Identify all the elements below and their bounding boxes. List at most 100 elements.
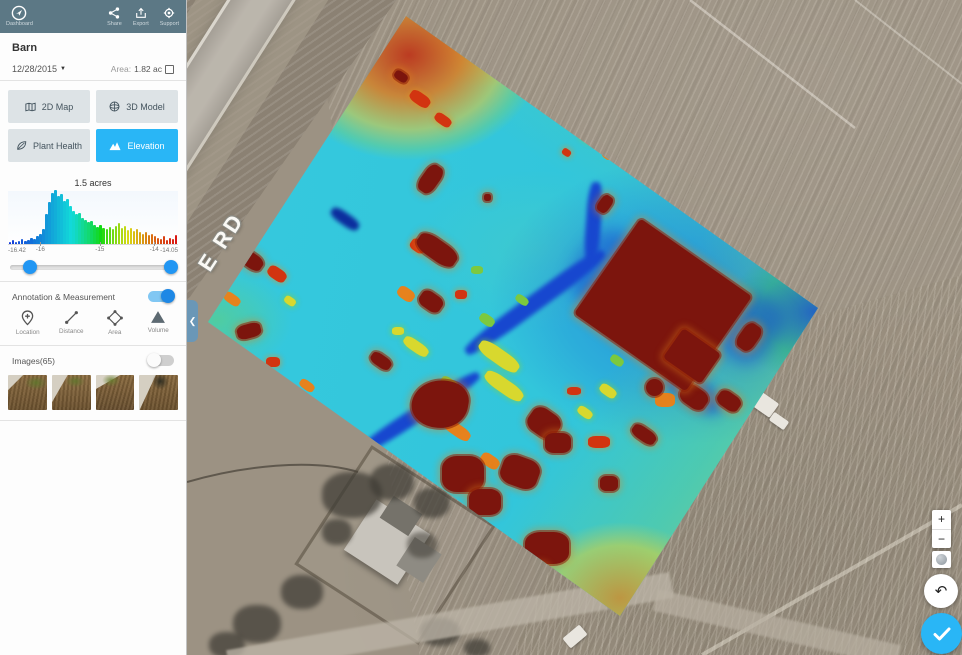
histogram-bar [129,228,133,244]
histogram-bar [108,227,111,244]
heat-blob [483,193,491,201]
tree-shadow [322,519,352,545]
globe-icon [109,101,120,112]
histogram-bar [168,237,172,244]
heat-blob [655,393,675,407]
share-icon [108,7,120,20]
image-thumbnail[interactable] [139,375,178,410]
image-thumbnail[interactable] [8,375,47,410]
support-button[interactable]: Support [160,7,179,27]
histogram-bar [156,237,160,244]
histogram-bar [114,226,117,244]
heat-blob [432,110,454,130]
histogram-bar [81,218,84,244]
histogram-bar [144,232,148,244]
export-button[interactable]: Export [133,7,149,27]
histogram-bar [138,232,142,244]
histogram-bar [87,222,90,244]
location-pin-icon [21,310,34,326]
heat-blob [497,451,543,493]
histogram-bar [12,240,15,244]
elevation-histogram-panel: 1.5 acres -16.42 -14.05 -16 -15 -14 [0,171,186,275]
axis-tick-label: -14 [149,246,159,253]
histogram-bar [90,221,93,244]
histogram-bar [30,237,33,244]
heat-blob [481,367,527,405]
area-polygon-icon [106,310,123,326]
elevation-histogram [8,190,178,245]
dashboard-button[interactable]: Dashboard [6,5,33,27]
histogram-bar [102,227,105,244]
measurement-tools: Location Distance Area Volume [0,307,186,345]
tree-shadow [370,464,414,500]
leaf-icon [17,141,27,150]
image-thumbnails [0,371,186,420]
heat-blob [413,229,461,271]
histogram-bar [153,236,157,244]
heat-blob [588,436,610,448]
heat-blob [282,294,298,308]
tool-distance[interactable]: Distance [52,310,90,336]
histogram-bar [120,227,123,244]
tool-location[interactable]: Location [9,310,47,336]
share-button[interactable]: Share [107,7,122,27]
slider-track[interactable] [10,265,176,270]
histogram-bar [21,239,24,244]
annotation-toggle[interactable] [148,289,175,303]
tab-3d-model[interactable]: 3D Model [96,90,178,123]
histogram-axis: -16.42 -14.05 -16 -15 -14 [8,242,178,256]
histogram-bar [66,198,69,244]
image-thumbnail[interactable] [95,375,135,410]
heat-blob [235,321,263,341]
histogram-bar [111,229,114,244]
images-toggle[interactable] [147,353,174,367]
heat-blob [600,475,618,491]
tab-plant-health[interactable]: Plant Health [8,129,90,162]
tab-2d-map[interactable]: 2D Map [8,90,90,123]
date-selector[interactable]: 12/28/2015 ▼ [12,64,66,74]
histogram-bar [51,192,54,244]
slider-handle-max[interactable] [164,260,179,274]
histogram-bar [54,190,57,244]
heat-blob [567,387,581,395]
undo-button[interactable]: ↶ [924,574,958,608]
heat-blob [266,357,280,367]
histogram-bar [147,235,151,244]
histogram-bar [24,241,27,244]
image-thumbnail[interactable] [51,375,91,410]
divider [0,345,186,346]
zoom-in-button[interactable]: + [932,510,951,530]
tool-area[interactable]: Area [96,310,134,336]
histogram-bar [72,210,75,244]
undo-icon: ↶ [934,583,948,600]
chevron-left-icon: ❮ [188,315,197,326]
heat-blob [328,204,362,234]
heat-blob [629,421,659,447]
sidebar-collapse-tab[interactable]: ❮ [187,300,198,342]
heat-blob [416,287,446,315]
histogram-bar [60,194,63,244]
map-canvas[interactable]: E RD ❮ + − ↶ [187,0,962,655]
basemap-toggle-button[interactable] [932,551,951,568]
mountain-icon [109,141,122,150]
tree-shadow [407,532,437,558]
histogram-bar [45,214,48,244]
heat-blob [560,146,572,158]
histogram-bar [135,229,139,244]
zoom-out-button[interactable]: − [932,530,951,549]
heat-blob [469,489,501,515]
histogram-bar [63,200,66,244]
slider-handle-min[interactable] [23,260,38,274]
heat-blob [442,456,484,492]
axis-tick [99,242,101,246]
histogram-bar [57,196,60,244]
histogram-bar [33,238,36,244]
tab-elevation[interactable]: Elevation [96,129,178,162]
annotation-title: Annotation & Measurement [12,291,116,302]
annotation-section-header: Annotation & Measurement [0,282,186,307]
area-select-icon[interactable] [165,64,174,74]
histogram-bar [9,241,12,244]
confirm-button[interactable] [921,613,962,654]
tool-volume[interactable]: Volume [139,310,177,336]
histogram-bar [105,228,108,244]
